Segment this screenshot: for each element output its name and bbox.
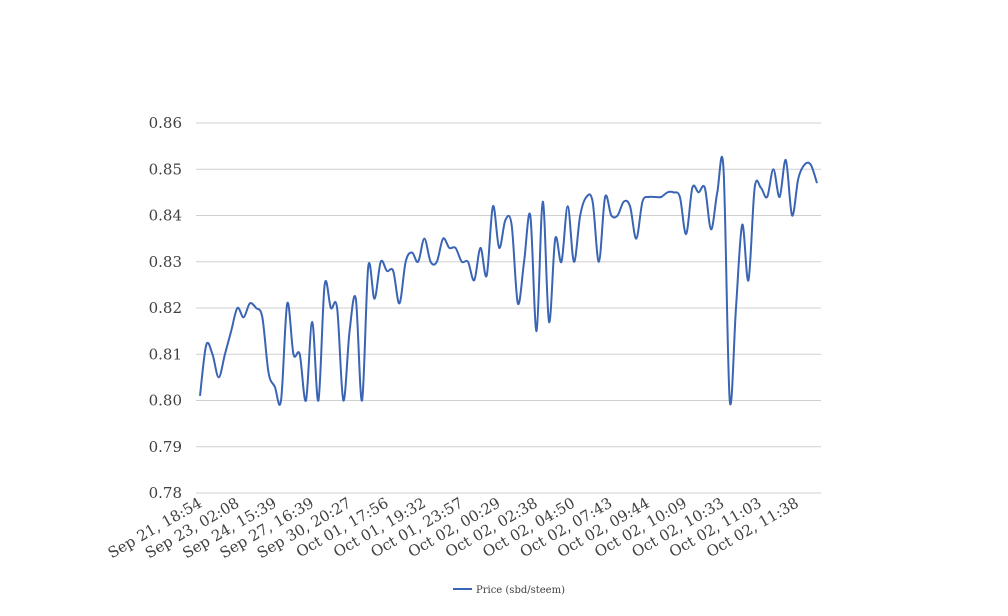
legend: Price (sbd/steem)	[453, 585, 565, 596]
y-tick-label: 0.85	[149, 160, 182, 178]
y-tick-label: 0.83	[149, 253, 182, 271]
y-tick-label: 0.80	[149, 392, 182, 410]
y-tick-label: 0.81	[149, 345, 182, 363]
series-line	[199, 156, 818, 406]
y-axis-tick-labels: 0.78 0.79 0.80 0.81 0.82 0.83 0.84 0.85 0.86	[149, 114, 182, 502]
y-tick-label: 0.82	[149, 299, 182, 317]
y-tick-label: 0.86	[149, 114, 182, 132]
y-tick-label: 0.79	[149, 438, 182, 456]
y-tick-label: 0.78	[149, 484, 182, 502]
series-lines	[199, 156, 818, 406]
legend-label: Price (sbd/steem)	[476, 585, 565, 596]
y-tick-label: 0.84	[149, 207, 182, 225]
